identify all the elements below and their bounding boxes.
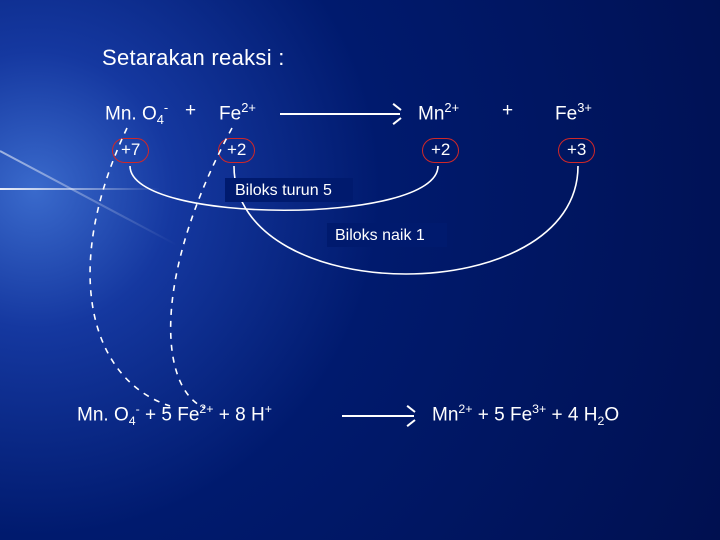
balanced-rhs: Mn2+ + 5 Fe3+ + 4 H2O [432,402,619,428]
balanced-lhs: Mn. O4- + 5 Fe2+ + 8 H+ [77,402,272,428]
label-biloks-naik: Biloks naik 1 [335,227,425,245]
balanced-arrow [342,415,414,417]
dashed-link-2 [171,128,232,408]
slide-stage: Setarakan reaksi : Mn. O4- + Fe2+ Mn2+ +… [0,0,720,540]
curve-layer [0,0,720,540]
label-biloks-turun: Biloks turun 5 [235,182,332,200]
